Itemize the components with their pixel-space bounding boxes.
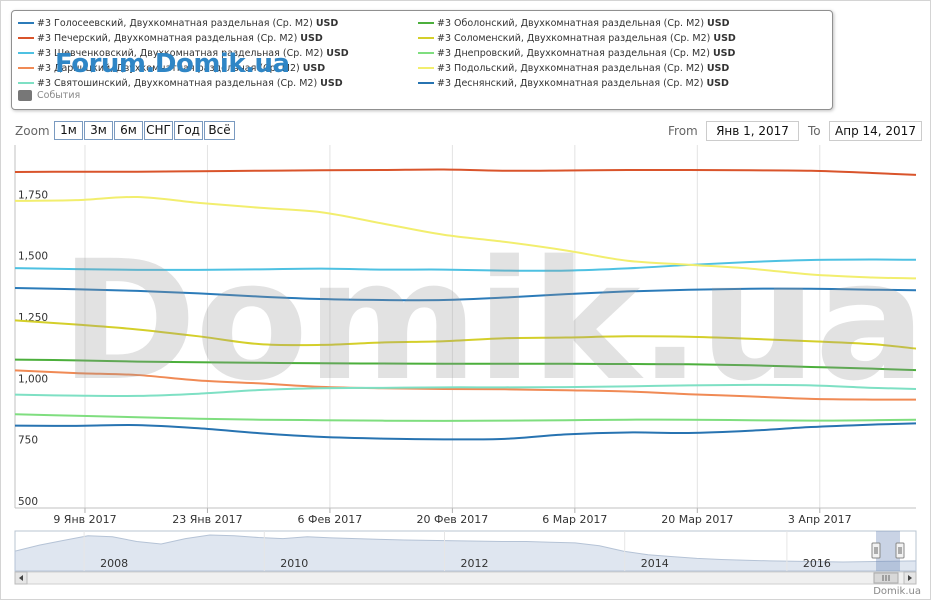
legend-item[interactable]: #3 Деснянский, Двухкомнатная раздельная … (418, 76, 729, 90)
legend-swatch (418, 22, 434, 24)
legend-unit: USD (712, 47, 736, 59)
events-swatch (18, 90, 32, 101)
legend-item-events[interactable]: События (18, 90, 80, 101)
legend-label: #3 Дарницкий, Двухкомнатная раздельная (… (37, 62, 300, 74)
from-label: From (668, 124, 698, 138)
legend-unit: USD (326, 47, 349, 59)
navigator-handle[interactable] (871, 542, 881, 559)
navigator-year-label: 2012 (461, 557, 489, 570)
x-tick-label: 3 Апр 2017 (788, 513, 852, 526)
legend-item[interactable]: #3 Подольский, Двухкомнатная раздельная … (418, 61, 729, 75)
x-tick-label: 6 Фев 2017 (298, 513, 363, 526)
legend-unit: USD (320, 77, 343, 89)
scroll-left-icon (19, 575, 23, 581)
legend-label: #3 Шевченковский, Двухкомнатная раздельн… (37, 47, 324, 59)
legend-swatch (418, 37, 434, 39)
series-line[interactable] (14, 383, 917, 398)
range-button-3m[interactable]: 3м (84, 121, 113, 140)
series-line[interactable] (14, 258, 917, 272)
navigator-year-label: 2016 (803, 557, 831, 570)
legend-unit: USD (302, 62, 326, 74)
credit-link[interactable]: Domik.ua (873, 586, 921, 597)
legend-label: #3 Голосеевский, Двухкомнатная раздельна… (37, 17, 313, 29)
legend-label: #3 Днепровский, Двухкомнатная раздельная… (437, 47, 710, 59)
scrollbar-track (14, 571, 917, 585)
range-button-all[interactable]: Всё (204, 121, 235, 140)
forum-watermark: Forum.Domik.ua (55, 49, 290, 79)
range-button-1m[interactable]: 1м (54, 121, 83, 140)
range-selector: Zoom 1м 3м 6м СНГ Год Всё From Янв 1, 20… (0, 121, 931, 141)
navigator-year-label: 2014 (641, 557, 669, 570)
legend-label: #3 Деснянский, Двухкомнатная раздельная … (437, 77, 704, 89)
range-button-year[interactable]: Год (174, 121, 203, 140)
range-button-ytd[interactable]: СНГ (144, 121, 173, 140)
y-tick-label: 1,000 (18, 373, 48, 385)
domik-watermark: Domik.ua (60, 225, 926, 417)
scroll-right-icon (908, 575, 912, 581)
legend-item[interactable]: #3 Днепровский, Двухкомнатная раздельная… (418, 46, 735, 60)
legend-swatch (418, 52, 434, 54)
legend-item[interactable]: #3 Печерский, Двухкомнатная раздельная (… (18, 31, 323, 45)
legend-item[interactable]: #3 Святошинский, Двухкомнатная раздельна… (18, 76, 343, 90)
legend-label: #3 Соломенский, Двухкомнатная раздельная… (437, 32, 711, 44)
legend-label: #3 Оболонский, Двухкомнатная раздельная … (437, 17, 705, 29)
y-tick-label: 1,750 (18, 189, 48, 201)
series-line[interactable] (14, 413, 917, 422)
legend-item[interactable]: #3 Дарницкий, Двухкомнатная раздельная (… (18, 61, 325, 75)
from-date-input[interactable]: Янв 1, 2017 (706, 121, 799, 141)
x-tick-label: 23 Янв 2017 (172, 513, 242, 526)
legend-swatch (18, 22, 34, 24)
legend-swatch (18, 67, 34, 69)
series-line[interactable] (14, 319, 917, 350)
y-tick-label: 1,500 (18, 251, 48, 263)
series-line[interactable] (14, 422, 917, 441)
navigator-year-label: 2010 (280, 557, 308, 570)
legend-label: #3 Святошинский, Двухкомнатная раздельна… (37, 77, 318, 89)
x-tick-label: 20 Мар 2017 (661, 513, 733, 526)
navigator-handle[interactable] (895, 542, 905, 559)
legend-unit: USD (315, 17, 339, 29)
legend-unit: USD (300, 32, 323, 44)
events-label: События (37, 90, 81, 101)
legend-unit: USD (706, 62, 730, 74)
legend-swatch (18, 82, 34, 84)
legend-unit: USD (713, 32, 736, 44)
series-line[interactable] (14, 286, 917, 302)
range-button-6m[interactable]: 6м (114, 121, 143, 140)
legend: #3 Голосеевский, Двухкомнатная раздельна… (11, 10, 833, 110)
legend-unit: USD (706, 77, 729, 89)
legend-item[interactable]: #3 Соломенский, Двухкомнатная раздельная… (418, 31, 736, 45)
series-line[interactable] (14, 195, 917, 280)
legend-swatch (418, 82, 434, 84)
to-label: To (808, 124, 821, 138)
to-date-input[interactable]: Апр 14, 2017 (829, 121, 922, 141)
legend-unit: USD (707, 17, 730, 29)
legend-item[interactable]: #3 Оболонский, Двухкомнатная раздельная … (418, 16, 730, 30)
navigator-series (14, 534, 917, 572)
series-line[interactable] (14, 369, 917, 401)
y-tick-label: 500 (18, 496, 38, 508)
legend-swatch (418, 67, 434, 69)
series-line[interactable] (14, 168, 917, 176)
zoom-label: Zoom (15, 124, 50, 138)
navigator-year-label: 2008 (100, 557, 128, 570)
legend-swatch (18, 52, 34, 54)
series-line[interactable] (14, 358, 917, 372)
legend-item[interactable]: #3 Шевченковский, Двухкомнатная раздельн… (18, 46, 349, 60)
y-tick-label: 750 (18, 435, 38, 447)
legend-label: #3 Печерский, Двухкомнатная раздельная (… (37, 32, 298, 44)
x-tick-label: 6 Мар 2017 (542, 513, 607, 526)
legend-label: #3 Подольский, Двухкомнатная раздельная … (437, 62, 704, 74)
x-tick-label: 20 Фев 2017 (417, 513, 489, 526)
legend-swatch (18, 37, 34, 39)
legend-item[interactable]: #3 Голосеевский, Двухкомнатная раздельна… (18, 16, 338, 30)
x-tick-label: 9 Янв 2017 (53, 513, 116, 526)
